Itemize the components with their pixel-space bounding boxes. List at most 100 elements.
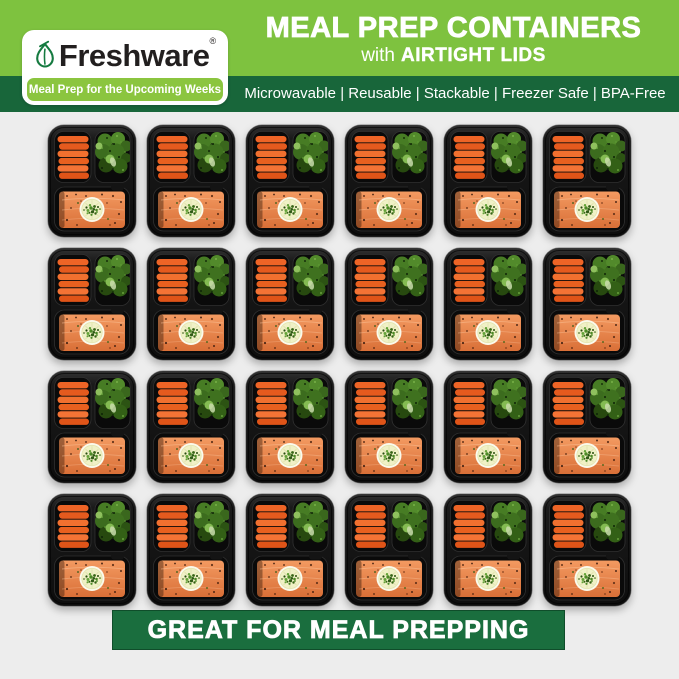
salmon — [158, 560, 224, 597]
salmon — [356, 560, 422, 597]
broccoli — [491, 378, 526, 420]
bottom-banner-text: GREAT FOR MEAL PREPPING — [147, 615, 530, 644]
carrots — [354, 505, 386, 548]
product-title: MEAL PREP CONTAINERS — [265, 11, 642, 44]
meal-prep-tray — [146, 370, 236, 484]
herb-garnish — [473, 448, 505, 466]
herb-garnish — [473, 202, 505, 220]
meal-prep-container — [542, 247, 632, 361]
meal-prep-container — [344, 493, 434, 607]
lemon-slice — [79, 197, 105, 222]
herb-garnish — [275, 202, 307, 220]
registered-trademark: ® — [209, 36, 217, 46]
lemon-slice — [475, 320, 501, 345]
herb-garnish — [77, 571, 109, 589]
broccoli — [392, 132, 427, 174]
broccoli — [590, 132, 625, 174]
herb-garnish — [572, 571, 604, 589]
bottom-banner: GREAT FOR MEAL PREPPING — [112, 610, 565, 650]
broccoli — [293, 378, 328, 420]
herb-garnish — [176, 202, 208, 220]
herb-garnish — [572, 202, 604, 220]
carrots — [156, 505, 188, 548]
herb-garnish — [176, 448, 208, 466]
lemon-slice — [277, 443, 303, 468]
lemon-slice — [178, 197, 204, 222]
meal-prep-container — [542, 370, 632, 484]
broccoli — [590, 378, 625, 420]
carrots — [453, 505, 485, 548]
salmon — [158, 191, 224, 228]
meal-prep-container — [146, 493, 236, 607]
carrots — [453, 382, 485, 425]
meal-prep-container — [245, 493, 335, 607]
meal-prep-container — [146, 124, 236, 238]
carrots — [453, 259, 485, 302]
meal-prep-tray — [245, 493, 335, 607]
meal-prep-tray — [47, 247, 137, 361]
salmon — [554, 314, 620, 351]
lemon-slice — [178, 566, 204, 591]
meal-prep-container — [542, 124, 632, 238]
herb-garnish — [572, 448, 604, 466]
meal-prep-tray — [245, 247, 335, 361]
meal-prep-container — [443, 124, 533, 238]
carrots — [57, 136, 89, 179]
brand-name: Freshware — [58, 37, 210, 73]
meal-prep-container — [443, 370, 533, 484]
broccoli — [95, 501, 130, 543]
salmon — [257, 437, 323, 474]
broccoli — [194, 501, 229, 543]
broccoli — [392, 255, 427, 297]
salmon — [455, 191, 521, 228]
brand-logo: Freshware ® — [22, 32, 228, 78]
salmon — [59, 437, 125, 474]
brand-card: Freshware ® Meal Prep for the Upcoming W… — [22, 30, 228, 105]
meal-prep-tray — [344, 370, 434, 484]
product-subtitle: with AIRTIGHT LIDS — [361, 45, 546, 67]
lemon-slice — [376, 566, 402, 591]
meal-prep-tray — [245, 124, 335, 238]
carrots — [255, 505, 287, 548]
carrots — [156, 136, 188, 179]
carrots — [156, 382, 188, 425]
meal-prep-container — [245, 370, 335, 484]
broccoli — [194, 255, 229, 297]
broccoli — [392, 378, 427, 420]
brand-tagline-ribbon: Meal Prep for the Upcoming Weeks — [27, 78, 223, 101]
subtitle-emphasis: AIRTIGHT LIDS — [401, 45, 546, 67]
salmon — [59, 560, 125, 597]
broccoli — [590, 501, 625, 543]
lemon-slice — [574, 197, 600, 222]
lemon-slice — [376, 320, 402, 345]
meal-prep-tray — [47, 370, 137, 484]
herb-garnish — [77, 325, 109, 343]
lemon-slice — [79, 320, 105, 345]
broccoli — [95, 378, 130, 420]
carrots — [354, 136, 386, 179]
salmon — [356, 437, 422, 474]
herb-garnish — [275, 448, 307, 466]
salmon — [554, 191, 620, 228]
lemon-slice — [178, 443, 204, 468]
meal-prep-container — [47, 370, 137, 484]
lemon-slice — [475, 566, 501, 591]
carrots — [57, 505, 89, 548]
meal-prep-container — [443, 247, 533, 361]
carrots — [255, 136, 287, 179]
meal-prep-tray — [344, 124, 434, 238]
meal-prep-container — [47, 247, 137, 361]
leaf-icon — [36, 40, 54, 68]
salmon — [158, 314, 224, 351]
salmon — [158, 437, 224, 474]
broccoli — [194, 378, 229, 420]
meal-prep-tray — [542, 124, 632, 238]
meal-prep-tray — [542, 247, 632, 361]
container-grid — [47, 124, 632, 607]
salmon — [257, 191, 323, 228]
salmon — [257, 314, 323, 351]
carrots — [453, 136, 485, 179]
lemon-slice — [277, 320, 303, 345]
broccoli — [392, 501, 427, 543]
